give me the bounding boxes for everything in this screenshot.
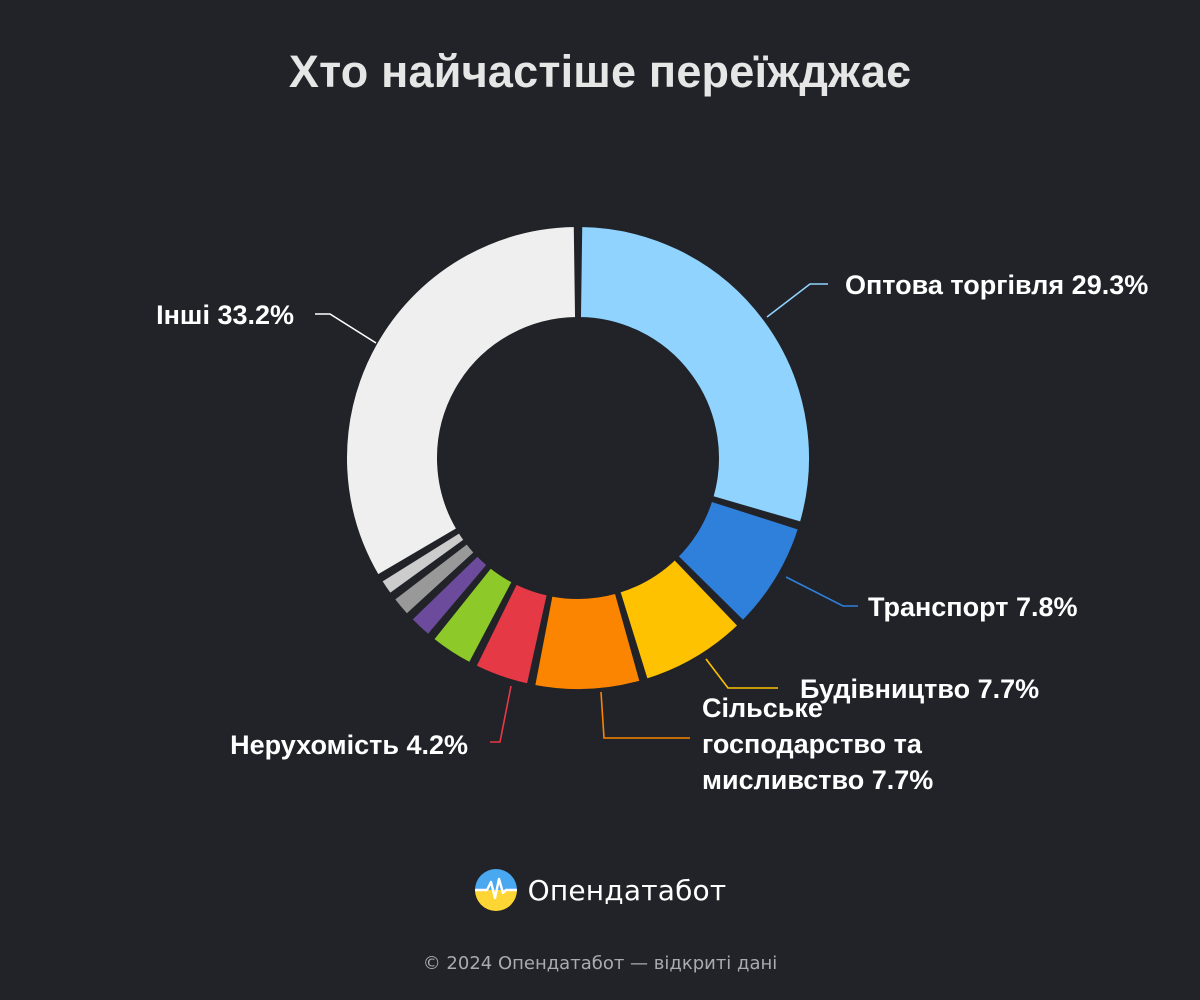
donut-slice: [380, 531, 466, 596]
copyright-text: © 2024 Опендатабот — відкриті дані: [422, 953, 778, 974]
data-label: Транспорт 7.8%: [868, 592, 1078, 622]
chart-labels: Оптова торгівля 29.3% Транспорт 7.8% Будів…: [154, 268, 1150, 797]
opendatabot-logo-icon: [474, 869, 517, 911]
chart-slices: [345, 225, 811, 691]
data-label: Інші 33.2%: [156, 300, 294, 330]
chart-leader-lines: [315, 283, 858, 743]
leader-line: [766, 283, 828, 318]
donut-slice: [676, 499, 800, 623]
page-title: Хто найчастіше переїжджає: [288, 46, 912, 97]
leader-line: [600, 691, 690, 739]
brand-name: Опендатабот: [527, 873, 727, 907]
donut-slice: [474, 582, 549, 686]
brand: Опендатабот: [0, 868, 1200, 912]
leader-line: [490, 685, 512, 743]
data-label: Будівництво 7.7%: [800, 674, 1039, 704]
leader-line: [705, 658, 778, 689]
data-label: Сільське господарство та мисливство 7.7%: [702, 693, 933, 795]
donut-slice: [410, 554, 489, 637]
data-label: Оптова торгівля 29.3%: [845, 270, 1148, 300]
donut-slice: [578, 225, 811, 524]
donut-slice: [533, 591, 642, 691]
donut-slice: [432, 566, 514, 665]
leader-line: [785, 576, 858, 607]
donut-slice: [618, 558, 740, 681]
donut-slice: [345, 225, 578, 577]
data-label: Нерухомість 4.2%: [230, 730, 468, 760]
donut-slice: [392, 542, 476, 616]
leader-line: [315, 313, 377, 344]
